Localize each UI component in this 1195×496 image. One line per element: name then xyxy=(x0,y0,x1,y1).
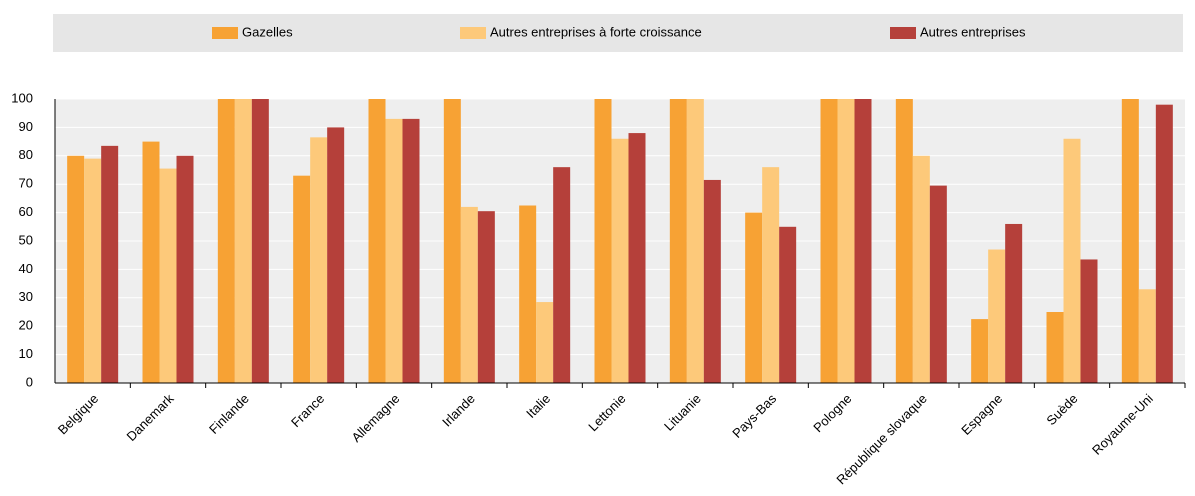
bar xyxy=(536,302,554,383)
bar xyxy=(310,137,328,383)
legend-swatch xyxy=(460,27,486,39)
bar xyxy=(1046,312,1064,383)
bar xyxy=(1080,259,1098,383)
legend-label: Autres entreprises à forte croissance xyxy=(490,24,702,39)
bar xyxy=(929,185,947,383)
bar xyxy=(84,158,102,383)
bar xyxy=(971,319,989,383)
bar xyxy=(611,138,629,383)
y-tick-label: 30 xyxy=(19,289,33,304)
x-tick-label: Espagne xyxy=(958,391,1005,438)
bar xyxy=(402,118,420,383)
bar xyxy=(669,99,687,383)
bar xyxy=(477,211,495,383)
bar xyxy=(101,145,119,383)
x-tick-label: Finlande xyxy=(206,391,252,437)
x-tick-label: Irlande xyxy=(439,391,478,430)
bar xyxy=(385,118,403,383)
bar xyxy=(519,205,537,383)
bar xyxy=(594,99,612,383)
bar xyxy=(854,99,872,383)
bar xyxy=(762,167,780,383)
bar xyxy=(251,99,269,383)
bar xyxy=(837,99,855,383)
x-tick-label: France xyxy=(288,391,327,430)
bar xyxy=(628,133,646,383)
bar xyxy=(67,155,85,383)
bar xyxy=(176,155,194,383)
bar xyxy=(895,99,913,383)
x-tick-label: Allemagne xyxy=(349,391,403,445)
bar xyxy=(1005,223,1023,383)
x-tick-label: Lettonie xyxy=(585,391,628,434)
x-tick-label: Lituanie xyxy=(661,391,704,434)
x-tick-label: Belgique xyxy=(55,391,101,437)
y-tick-label: 20 xyxy=(19,318,33,333)
bar xyxy=(745,212,763,383)
legend-label: Autres entreprises xyxy=(920,24,1026,39)
bar xyxy=(1155,104,1173,384)
y-tick-label: 90 xyxy=(19,119,33,134)
y-tick-label: 60 xyxy=(19,204,33,219)
bar xyxy=(368,99,386,383)
bar xyxy=(443,99,461,383)
y-tick-label: 0 xyxy=(26,374,33,389)
bar xyxy=(703,179,721,383)
bar xyxy=(820,99,838,383)
y-tick-label: 50 xyxy=(19,232,33,247)
bar xyxy=(217,99,235,383)
y-tick-label: 100 xyxy=(11,90,33,105)
bar xyxy=(686,99,704,383)
bar xyxy=(988,249,1006,383)
x-tick-label: Italie xyxy=(523,391,553,421)
y-tick-label: 70 xyxy=(19,176,33,191)
x-tick-label: Suède xyxy=(1043,391,1080,428)
y-tick-label: 40 xyxy=(19,261,33,276)
x-tick-label: Pays-Bas xyxy=(729,391,779,441)
bar xyxy=(293,175,311,383)
legend-box xyxy=(53,14,1183,52)
bar xyxy=(460,206,478,383)
bar xyxy=(142,141,160,383)
bar xyxy=(1138,289,1156,383)
bar xyxy=(327,127,345,384)
bar xyxy=(234,99,252,383)
bar xyxy=(912,155,930,383)
legend-swatch xyxy=(890,27,916,39)
bar xyxy=(1063,138,1081,383)
x-tick-label: Royaume-Uni xyxy=(1089,391,1156,458)
x-tick-label: Danemark xyxy=(124,391,177,444)
bar xyxy=(159,168,177,383)
y-tick-label: 80 xyxy=(19,147,33,162)
legend-label: Gazelles xyxy=(242,24,293,39)
bar xyxy=(1121,99,1139,383)
x-tick-label: Pologne xyxy=(810,391,854,435)
legend-swatch xyxy=(212,27,238,39)
bar xyxy=(553,167,571,383)
y-tick-label: 10 xyxy=(19,346,33,361)
bar xyxy=(779,226,797,383)
